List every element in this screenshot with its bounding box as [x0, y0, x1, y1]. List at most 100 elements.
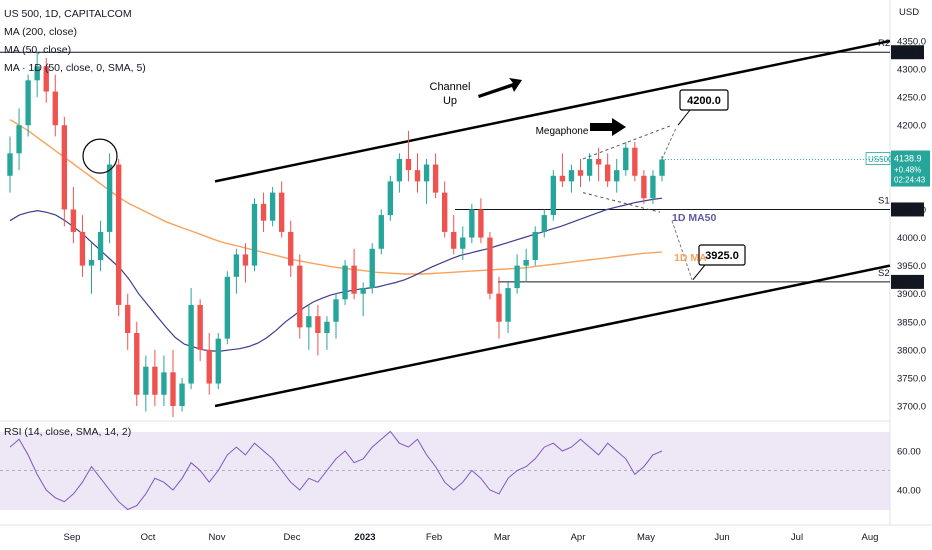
candle-body	[614, 170, 620, 182]
candle-body	[632, 147, 638, 176]
target-high-label: 4200.0	[687, 95, 721, 107]
projection-down	[671, 220, 693, 280]
symbol-line[interactable]: US 500, 1D, CAPITALCOM	[4, 8, 132, 20]
candle-body	[197, 304, 203, 350]
candle-body	[315, 316, 321, 333]
time-axis-label: May	[637, 532, 655, 543]
candle-body	[179, 383, 185, 406]
candle-body	[523, 260, 529, 266]
megaphone-upper	[582, 124, 673, 160]
price-tick-label: 3800.0	[897, 345, 926, 356]
r2-label: R2	[878, 38, 890, 49]
candle-body	[541, 215, 547, 232]
time-axis-label: Aug	[862, 532, 879, 543]
candle-body	[641, 175, 647, 199]
candle-body	[25, 80, 31, 126]
ma50-legend[interactable]: MA (50, close)	[4, 44, 72, 56]
candle-body	[152, 366, 158, 395]
candle-body	[505, 288, 511, 322]
candle-body	[387, 181, 394, 216]
candle-body	[7, 153, 13, 176]
candle-body	[170, 372, 176, 406]
candle-body	[106, 164, 113, 232]
time-axis-label: Apr	[571, 532, 586, 543]
candle-body	[586, 158, 593, 176]
candle-body	[369, 248, 375, 289]
channel-label-line2: Up	[443, 95, 457, 107]
candle-body	[451, 231, 457, 249]
ma200-tag: 1D MA	[674, 252, 707, 264]
candle-body	[97, 231, 104, 260]
channel-upper-line	[214, 39, 891, 183]
candle-body	[70, 209, 77, 232]
candle-body	[288, 231, 294, 266]
target-low-label: 3925.0	[705, 250, 739, 262]
price-tag-bg	[891, 45, 924, 60]
candle-body	[134, 333, 140, 395]
countdown-label: 02:24:43	[894, 176, 926, 185]
candle-body	[224, 276, 231, 339]
candle-body	[115, 164, 122, 305]
time-axis-label: Sep	[64, 532, 81, 543]
candle-body	[61, 125, 68, 210]
candle-body	[550, 175, 557, 216]
mtf-ma-legend[interactable]: MA · 1D (50, close, 0, SMA, 5)	[4, 62, 146, 74]
price-tag-bg	[891, 202, 924, 217]
candle-body	[143, 366, 149, 395]
candle-body	[577, 170, 584, 176]
candle-body	[405, 158, 412, 171]
candle-body	[278, 192, 285, 232]
candle-body	[623, 147, 629, 171]
time-axis-label: Jun	[714, 532, 729, 543]
symbol-tag-bg	[865, 152, 891, 165]
rsi-tick-label: 40.00	[897, 486, 921, 497]
candle-body	[215, 338, 221, 384]
candle-body	[595, 158, 602, 165]
time-axis-label: Dec	[284, 532, 301, 543]
target-low-pointer	[692, 264, 706, 280]
candle-body	[269, 192, 276, 221]
megaphone-label: Megaphone	[536, 126, 589, 137]
candle-body	[251, 203, 258, 266]
candle-body	[659, 159, 665, 176]
current-price-bg	[891, 150, 930, 187]
candle-body	[487, 237, 493, 294]
price-tag-label: 3921.0	[894, 277, 923, 288]
candle-body	[79, 231, 86, 266]
candle-body	[496, 293, 502, 322]
megaphone-arrow	[590, 118, 626, 136]
current-change-label: +0.48%	[894, 166, 921, 175]
candle-body	[432, 164, 439, 193]
s1-label: S1	[878, 195, 890, 206]
chart-legend: US 500, 1D, CAPITALCOM MA (200, close) M…	[4, 5, 146, 77]
candle-body	[324, 321, 330, 333]
price-tick-label: 4000.0	[897, 233, 926, 244]
ma200-legend[interactable]: MA (200, close)	[4, 26, 77, 38]
price-tag-bg	[891, 274, 924, 289]
price-tick-label: 3700.0	[897, 402, 926, 413]
price-tick-label: 4200.0	[897, 121, 926, 132]
candle-body	[188, 304, 194, 384]
symbol-tag-label: US500	[868, 155, 893, 164]
candle-body	[532, 231, 538, 260]
candle-body	[568, 170, 575, 182]
price-tick-label: 4350.0	[897, 37, 926, 48]
candle-body	[460, 237, 466, 249]
candle-body	[34, 66, 40, 81]
ma50-tag: 1D MA50	[672, 212, 717, 224]
current-price-label: 4138.9	[894, 154, 922, 164]
rsi-legend[interactable]: RSI (14, close, SMA, 14, 2)	[4, 426, 132, 438]
rsi-line	[9, 430, 663, 511]
megaphone-lower	[582, 192, 661, 213]
candle-body	[333, 299, 339, 322]
candle-body	[478, 209, 484, 238]
rsi-tick-label: 60.00	[897, 447, 921, 458]
candle-body	[423, 164, 430, 182]
price-tick-label: 3950.0	[897, 261, 926, 272]
candle-body	[206, 349, 212, 384]
candle-body	[351, 265, 357, 294]
target-low-box	[698, 244, 746, 266]
candle-body	[43, 66, 49, 92]
candle-body	[233, 254, 240, 277]
